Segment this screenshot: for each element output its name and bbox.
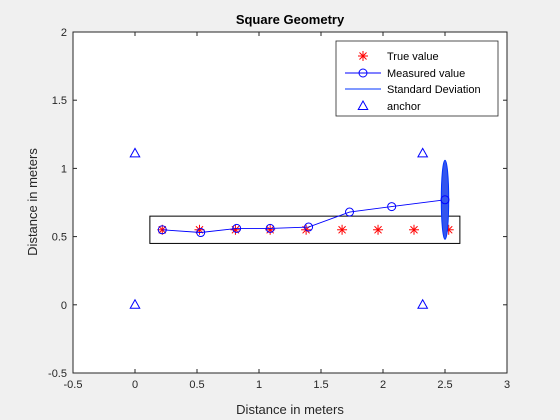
y-tick-label: 1.5 xyxy=(52,95,67,107)
legend-label-standard-deviation: Standard Deviation xyxy=(387,84,481,96)
legend-label-measured-value: Measured value xyxy=(387,68,465,80)
measured-value-line xyxy=(162,199,446,233)
anchor-marker xyxy=(129,147,141,158)
measured-value-marker xyxy=(157,225,167,235)
measured-value-marker xyxy=(304,222,314,232)
measured-value-marker xyxy=(232,223,242,233)
region-rectangle xyxy=(149,215,461,244)
standard-deviation-ellipse xyxy=(440,159,450,240)
x-tick-label: 2.5 xyxy=(437,379,452,391)
legend-key-anchor xyxy=(357,99,369,110)
true-value-marker xyxy=(409,224,419,235)
x-tick-label: 0.5 xyxy=(189,379,204,391)
x-axis-title: Distance in meters xyxy=(236,402,344,417)
anchor-marker xyxy=(417,298,429,309)
measured-value-marker xyxy=(196,228,206,238)
true-value-marker xyxy=(337,224,348,235)
measured-value-marker xyxy=(345,207,355,217)
y-tick-label: -0.5 xyxy=(48,368,67,380)
x-tick-label: 1 xyxy=(256,379,262,391)
measured-value-marker xyxy=(440,195,450,205)
legend-label-true-value: True value xyxy=(387,51,439,63)
measured-value-marker xyxy=(387,202,397,212)
x-tick-label: 2 xyxy=(380,379,386,391)
y-tick-label: 2 xyxy=(61,27,67,39)
x-tick-label: 1.5 xyxy=(313,379,328,391)
axes-box xyxy=(72,31,508,374)
true-value-marker xyxy=(373,224,384,235)
y-axis-title: Distance in meters xyxy=(25,148,40,256)
x-tick-label: 3 xyxy=(504,379,510,391)
measured-value-marker xyxy=(265,223,275,233)
legend-key-true-value xyxy=(358,51,368,61)
x-tick-label: 0 xyxy=(132,379,138,391)
y-tick-label: 0 xyxy=(61,300,67,312)
legend-label-anchor: anchor xyxy=(387,101,421,113)
anchor-marker xyxy=(417,147,429,158)
chart-title: Square Geometry xyxy=(236,12,345,27)
true-value-marker xyxy=(230,224,241,235)
legend-key-measured-marker xyxy=(358,68,368,78)
anchor-marker xyxy=(129,298,141,309)
y-tick-label: 1 xyxy=(61,163,67,175)
x-tick-label: -0.5 xyxy=(64,379,83,391)
legend: True value Measured value Standard Devia… xyxy=(335,40,499,117)
y-tick-label: 0.5 xyxy=(52,232,67,244)
